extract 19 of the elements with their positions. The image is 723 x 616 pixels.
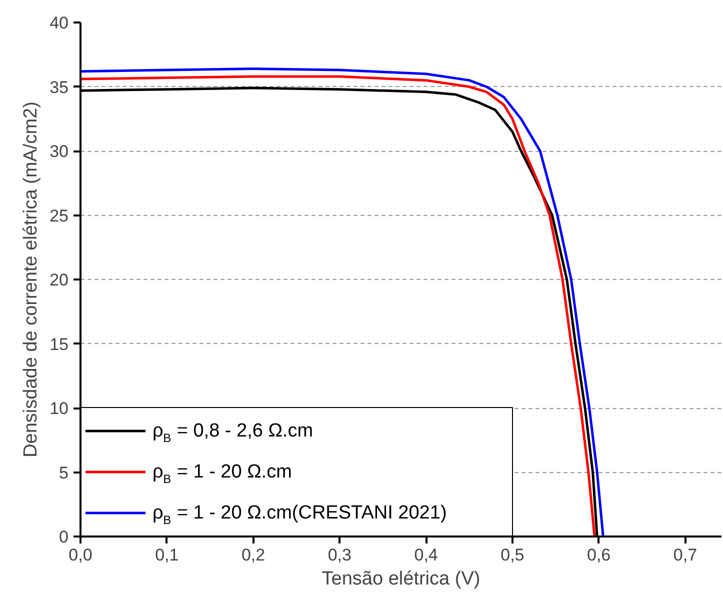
y-tick-label: 10 (50, 399, 69, 418)
x-tick-label: 0,3 (328, 546, 352, 564)
x-tick-label: 0,4 (414, 546, 438, 564)
y-tick-label: 5 (59, 463, 69, 482)
x-tick-label: 0,2 (241, 546, 266, 564)
y-tick-label: 35 (50, 78, 69, 97)
x-tick-label: 0,7 (673, 546, 698, 564)
y-tick-label: 30 (50, 142, 69, 161)
y-tick-label: 20 (50, 270, 69, 290)
y-tick-label: 15 (50, 334, 69, 354)
y-tick-label: 25 (50, 206, 69, 226)
x-axis-title: Tensão elétrica (V) (322, 568, 480, 590)
x-tick-label: 0,5 (500, 546, 524, 564)
y-tick-label: 40 (50, 14, 69, 32)
x-tick-label: 0,6 (587, 546, 611, 564)
x-tick-label: 0,1 (155, 546, 179, 564)
y-tick-label: 0 (59, 528, 69, 546)
x-tick-label: 0,0 (68, 546, 92, 564)
y-axis-title: Densisdade de corrente elétrica (mA/cm2) (20, 102, 42, 458)
